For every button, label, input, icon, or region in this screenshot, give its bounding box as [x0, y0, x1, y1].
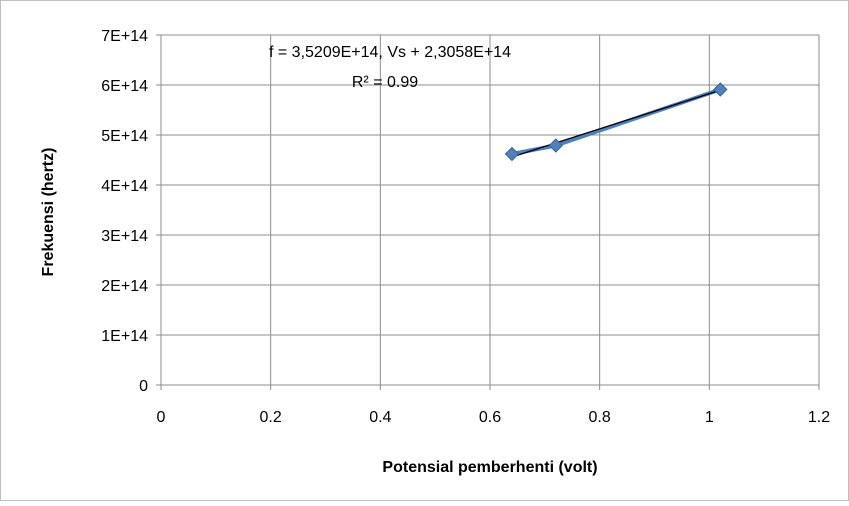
- y-axis-title: Frekuensi (hertz): [40, 148, 57, 277]
- gridlines: [161, 34, 820, 385]
- y-tick-label: 3E+14: [101, 228, 148, 245]
- data-point-marker: [548, 138, 564, 153]
- y-tick-label: 5E+14: [101, 128, 148, 145]
- x-tick-label: 0.2: [260, 409, 282, 426]
- x-axis-title: Potensial pemberhenti (volt): [382, 459, 597, 476]
- x-tick-label: 0.6: [479, 409, 501, 426]
- tick-labels: 0 0.2 0.4 0.6 0.8 1 1.2 0 1E+14 2E+14 3E+14 4E+14 5E…: [101, 28, 830, 426]
- data-point-marker: [713, 82, 728, 97]
- x-tick-label: 1.2: [808, 409, 830, 426]
- data-point-marker: [504, 146, 520, 162]
- trendline-layer: [504, 82, 728, 162]
- y-tick-label: 0: [139, 378, 148, 395]
- y-tick-label: 6E+14: [101, 78, 148, 95]
- x-tick-label: 1: [705, 409, 714, 426]
- r-squared-annotation: R² = 0.99: [352, 74, 418, 91]
- y-tick-label: 1E+14: [101, 328, 148, 345]
- y-tick-label: 7E+14: [101, 28, 148, 45]
- x-tick-label: 0: [157, 409, 166, 426]
- x-tick-label: 0.8: [589, 409, 611, 426]
- trendline: [511, 89, 721, 158]
- axes: [156, 34, 820, 390]
- y-tick-label: 2E+14: [101, 278, 148, 295]
- equation-annotation: f = 3,5209E+14, Vs + 2,3058E+14: [269, 44, 511, 61]
- y-tick-label: 4E+14: [101, 178, 148, 195]
- x-tick-label: 0.4: [369, 409, 391, 426]
